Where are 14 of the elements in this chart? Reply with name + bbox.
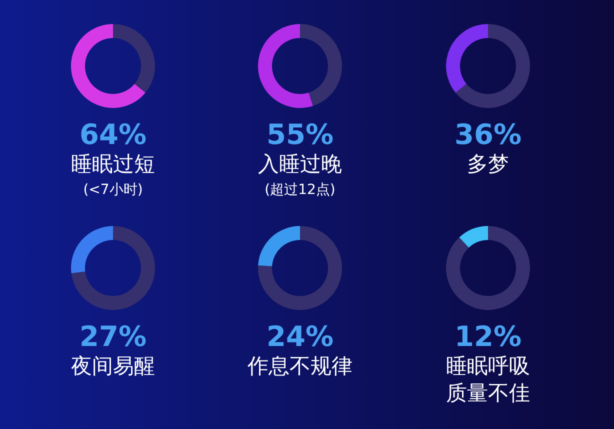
text: 27% [79,320,147,353]
text: 64% [79,118,147,151]
text: 24% [266,320,334,353]
text: 睡眠过短 [71,152,155,176]
text: 多梦 [467,152,509,176]
text: 12% [454,320,522,353]
text: 作息不规律 [246,354,352,378]
text: (<7小时) [83,182,143,198]
text: 入睡过晚 [258,152,342,176]
text: 睡眠呼吸质量不佳 [446,354,530,405]
text: 55% [266,118,334,151]
text: (超过12点) [264,182,336,198]
text: 夜间易醒 [71,354,155,378]
text: 36% [454,118,522,151]
